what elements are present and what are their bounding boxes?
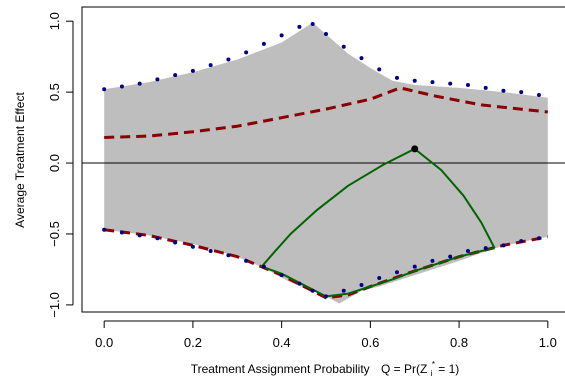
- dotted-bound-1-point: [244, 50, 249, 55]
- y-tick-label: 0.0: [47, 154, 62, 172]
- dotted-bound-2-point: [394, 270, 399, 275]
- x-axis-label-formula-subscript: i: [431, 369, 433, 376]
- dotted-bound-2-point: [377, 275, 382, 280]
- x-axis-label-formula-prefix: Q = Pr(Z: [381, 362, 427, 376]
- dotted-bound-1-point: [501, 88, 506, 93]
- dotted-bound-1-point: [102, 87, 107, 92]
- x-axis-label-formula-suffix: = 1): [438, 362, 459, 376]
- dotted-bound-1-point: [279, 33, 284, 38]
- dotted-bound-2-point: [173, 240, 178, 245]
- x-axis-label: Treatment Assignment Probability Q = Pr(…: [191, 356, 460, 376]
- dotted-bound-1-point: [119, 84, 124, 89]
- dotted-bound-2-point: [341, 288, 346, 293]
- x-axis-label-formula-superscript: *: [432, 360, 435, 369]
- dotted-bound-2-point: [208, 249, 213, 253]
- dotted-bound-1-point: [448, 81, 453, 86]
- dotted-bound-2-point: [501, 243, 506, 248]
- dotted-bound-2-point: [190, 244, 195, 249]
- dotted-bound-2-point: [519, 239, 524, 244]
- dotted-bound-1-point: [394, 75, 399, 80]
- dotted-bound-2-point: [244, 258, 249, 263]
- dotted-bound-2-point: [536, 236, 541, 241]
- dotted-bound-1-point: [465, 83, 470, 88]
- dotted-bound-1-point: [310, 22, 315, 27]
- dotted-bound-1-point: [324, 31, 328, 36]
- dotted-bound-1-point: [297, 24, 302, 29]
- dotted-bound-1-point: [430, 80, 435, 85]
- dotted-bound-2-point: [297, 281, 302, 286]
- y-tick-label: 0.5: [47, 83, 62, 101]
- dotted-bound-2-point: [137, 233, 142, 238]
- dotted-bound-2-point: [324, 294, 328, 299]
- x-tick-label: 1.0: [539, 335, 557, 350]
- dotted-bound-2-point: [102, 227, 107, 232]
- dotted-bound-1-point: [226, 57, 231, 62]
- x-axis-label-text: Treatment Assignment Probability: [191, 362, 370, 376]
- dotted-bound-1-point: [483, 85, 488, 90]
- x-axis: 0.0 0.2 0.4 0.6 0.8 1.0: [95, 320, 557, 350]
- plot-area: [82, 22, 565, 304]
- dotted-bound-2-point: [310, 288, 315, 293]
- dotted-bound-1-point: [190, 68, 195, 73]
- dotted-bound-1-point: [341, 44, 346, 49]
- plot-frame: [81, 6, 565, 313]
- dotted-bound-2-point: [359, 283, 364, 288]
- dashed-bound-3: [104, 86, 548, 139]
- y-axis-label: Average Treatment Effect: [13, 92, 27, 228]
- dotted-bound-1-point: [155, 77, 160, 82]
- dotted-bound-2-point: [226, 253, 231, 258]
- dotted-bound-2-point: [465, 249, 470, 253]
- dotted-bound-2-point: [483, 246, 488, 251]
- x-tick-label: 0.8: [450, 335, 468, 350]
- dashed-bound-4: [104, 228, 549, 300]
- highlight-point: [411, 145, 419, 153]
- dotted-bound-1-point: [359, 56, 364, 61]
- dotted-bound-1-point: [208, 63, 213, 68]
- dotted-bound-2-point: [412, 264, 417, 269]
- y-tick-label: −1.0: [47, 292, 62, 318]
- x-tick-label: 0.0: [95, 335, 113, 350]
- dotted-bound-2-point: [119, 230, 124, 235]
- dotted-bound-1-point: [261, 41, 266, 46]
- dotted-bound-1-point: [412, 78, 417, 83]
- dotted-bound-2-point: [261, 264, 266, 269]
- y-axis: −1.0 −0.5 0.0 0.5 1.0: [47, 12, 74, 318]
- green-curve-5: [260, 148, 416, 268]
- dotted-bound-1-point: [137, 81, 142, 86]
- dotted-bound-2-point: [155, 236, 160, 241]
- dotted-bound-1-point: [536, 92, 541, 97]
- green-curve-6: [414, 148, 496, 249]
- x-tick-label: 0.2: [184, 335, 202, 350]
- dotted-bound-2-point: [430, 258, 435, 263]
- y-tick-label: −0.5: [47, 221, 62, 247]
- dotted-bound-1-point: [377, 67, 382, 72]
- x-tick-label: 0.4: [273, 335, 291, 350]
- y-tick-label: 1.0: [47, 12, 62, 30]
- dotted-bound-2-point: [279, 273, 284, 278]
- x-tick-label: 0.6: [361, 335, 379, 350]
- dotted-bound-2-point: [448, 254, 453, 259]
- dotted-bound-1-point: [173, 73, 178, 78]
- dotted-bound-1-point: [519, 90, 524, 95]
